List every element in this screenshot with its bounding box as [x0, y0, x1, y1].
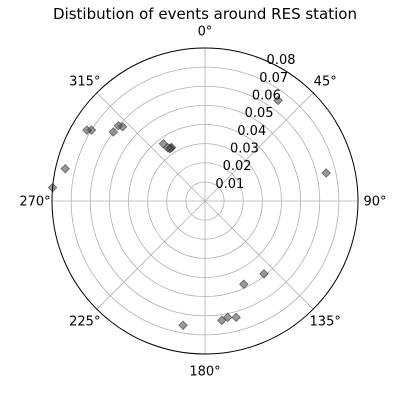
angle-tick-label-1: 45°: [314, 74, 337, 89]
radial-tick-label-2: 0.03: [230, 141, 259, 156]
data-point-16: [231, 312, 241, 323]
radial-tick-label-7: 0.08: [267, 53, 296, 68]
chart-title: Distibution of events around RES station: [53, 5, 357, 23]
data-point-19: [178, 320, 188, 331]
angular-gridline-7: [96, 92, 206, 202]
tick-labels: 0° 45° 90° 135° 180° 225° 270° 315° 0.01 0.02 0.03…: [19, 25, 386, 380]
data-point-14: [259, 269, 269, 279]
data-point-9: [108, 127, 119, 137]
data-point-18: [217, 315, 227, 326]
radial-tick-label-0: 0.01: [215, 177, 244, 192]
radial-tick-label-4: 0.05: [245, 106, 274, 121]
angle-tick-label-5: 225°: [69, 315, 100, 330]
angle-tick-label-2: 90°: [363, 195, 386, 210]
angle-tick-label-0: 0°: [198, 25, 213, 40]
polar-outer-frame: [51, 47, 359, 355]
radial-tick-label-1: 0.02: [223, 159, 252, 174]
data-point-1: [321, 168, 331, 178]
angle-tick-label-7: 315°: [69, 74, 100, 89]
angle-tick-label-4: 180°: [189, 365, 220, 380]
data-point-12: [60, 163, 71, 174]
data-point-6: [158, 138, 169, 149]
radial-tick-label-3: 0.04: [237, 124, 266, 139]
radial-tick-label-5: 0.06: [252, 88, 281, 103]
data-point-8: [113, 120, 124, 131]
angle-tick-label-6: 270°: [19, 195, 50, 210]
radial-tick-label-6: 0.07: [259, 71, 288, 86]
polar-grid: [52, 48, 358, 354]
data-point-15: [239, 279, 249, 289]
angular-gridline-5: [96, 200, 206, 310]
angle-tick-label-3: 135°: [310, 315, 341, 330]
angular-gridline-1: [204, 92, 314, 202]
data-point-0: [273, 95, 283, 106]
data-points: [47, 95, 331, 331]
data-point-11: [82, 125, 92, 135]
polar-frame: [51, 47, 359, 355]
angular-gridline-3: [204, 200, 314, 310]
